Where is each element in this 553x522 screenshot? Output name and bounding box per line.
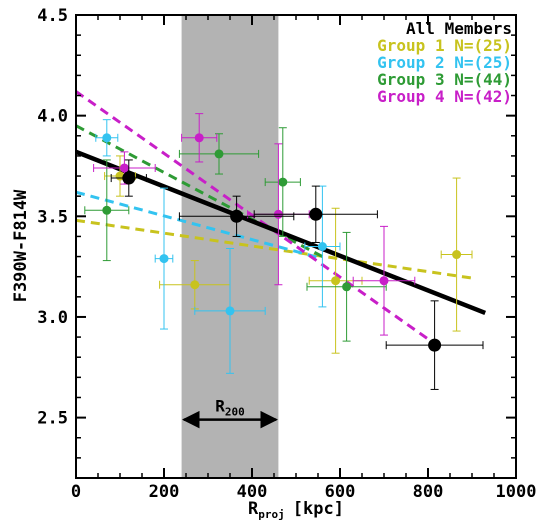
point-marker	[119, 163, 129, 173]
point-marker	[102, 205, 112, 215]
data-point	[159, 260, 231, 310]
y-tick-label: 4.0	[37, 107, 68, 127]
data-point	[178, 133, 260, 175]
point-marker	[452, 250, 462, 260]
point-marker	[428, 338, 442, 352]
point-marker	[214, 149, 224, 159]
legend-entry: All Members	[406, 19, 512, 38]
point-marker	[317, 242, 327, 251]
point-marker	[342, 282, 352, 292]
legend-entry: Group 1 N=(25)	[377, 36, 512, 55]
data-point	[440, 177, 473, 332]
y-tick-label: 4.5	[37, 6, 68, 26]
point-marker	[331, 276, 341, 286]
point-marker	[194, 133, 204, 143]
legend-entry: Group 3 N=(44)	[377, 70, 512, 89]
point-marker	[225, 306, 235, 316]
data-point	[352, 225, 416, 336]
r200-label: R200	[215, 397, 245, 419]
data-point	[306, 231, 387, 342]
x-tick-label: 200	[149, 482, 180, 502]
y-tick-label: 3.5	[37, 207, 68, 227]
point-marker	[159, 254, 169, 264]
data-point	[95, 119, 119, 157]
data-point	[194, 248, 266, 374]
fit-line	[76, 218, 477, 281]
x-tick-label: 400	[237, 482, 268, 502]
y-tick-label: 3.0	[37, 308, 68, 328]
data-point	[308, 207, 363, 354]
r200-annotation: R200	[182, 397, 278, 429]
x-tick-label: 0	[71, 482, 81, 502]
y-axis-ticks: 2.5 3.0 3.5 4.0 4.5	[37, 6, 516, 459]
point-marker	[102, 133, 112, 143]
point-marker	[278, 177, 288, 187]
data-point	[178, 195, 295, 237]
data-points	[84, 113, 484, 390]
x-tick-label: 800	[413, 482, 444, 502]
point-marker	[309, 207, 323, 221]
x-axis-ticks: 0 200 400 600 800 1000	[71, 15, 537, 502]
data-point	[154, 187, 174, 330]
data-point	[110, 159, 147, 197]
fit-line	[76, 90, 438, 347]
x-tick-label: 1000	[496, 482, 537, 502]
data-point	[304, 185, 341, 308]
data-point	[264, 127, 301, 237]
data-point	[253, 185, 378, 243]
x-axis-label: Rproj [kpc]	[248, 499, 344, 521]
data-point	[181, 113, 218, 163]
fit-line	[76, 190, 323, 261]
fit-line	[76, 149, 487, 316]
data-point	[84, 159, 130, 262]
point-marker	[379, 276, 389, 286]
point-marker	[230, 209, 244, 223]
fit-lines	[76, 90, 487, 347]
point-marker	[190, 280, 200, 290]
y-axis-label: F390W-F814W	[11, 189, 31, 302]
y-tick-label: 2.5	[37, 409, 68, 429]
data-point	[385, 300, 484, 390]
x-tick-label: 600	[325, 482, 356, 502]
point-marker	[122, 171, 136, 185]
legend-entry: Group 2 N=(25)	[377, 53, 512, 72]
legend-entry: Group 4 N=(42)	[377, 87, 512, 106]
